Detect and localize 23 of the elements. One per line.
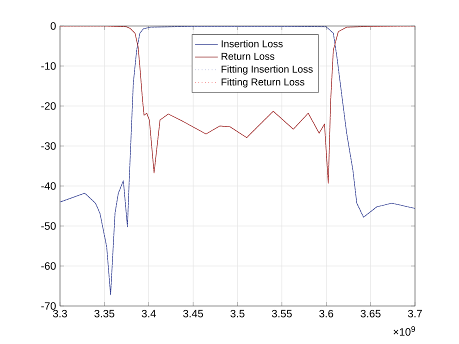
x-tick-label: 3.6 bbox=[319, 310, 334, 318]
legend-label: Fitting Insertion Loss bbox=[222, 65, 313, 75]
x-tick-label: 3.55 bbox=[272, 310, 292, 318]
y-tick-label: 0 bbox=[50, 22, 56, 30]
x-tick-label: 3.65 bbox=[360, 310, 381, 318]
y-tick-label: -70 bbox=[41, 302, 56, 310]
x-tick-label: 3.45 bbox=[183, 310, 204, 318]
legend-label: Fitting Return Loss bbox=[222, 78, 304, 88]
legend-label: Return Loss bbox=[222, 52, 274, 60]
x-tick-label: 3.7 bbox=[408, 310, 422, 318]
x-tick-label: 3.4 bbox=[142, 310, 156, 318]
x-tick-label: 3.5 bbox=[230, 310, 244, 318]
y-tick-label: -10 bbox=[41, 62, 56, 70]
x-tick-label: 3.35 bbox=[94, 310, 114, 318]
legend-label: Insertion Loss bbox=[222, 40, 283, 48]
x-tick-label: 3.3 bbox=[52, 310, 67, 318]
y-tick-label: -40 bbox=[41, 182, 56, 190]
line-series bbox=[60, 26, 416, 184]
y-tick-label: -20 bbox=[41, 102, 56, 110]
y-tick-label: -50 bbox=[41, 222, 56, 230]
y-tick-label: -30 bbox=[41, 142, 56, 150]
y-tick-label: -60 bbox=[41, 262, 56, 270]
text: ×10$^{9}$ bbox=[394, 326, 416, 336]
